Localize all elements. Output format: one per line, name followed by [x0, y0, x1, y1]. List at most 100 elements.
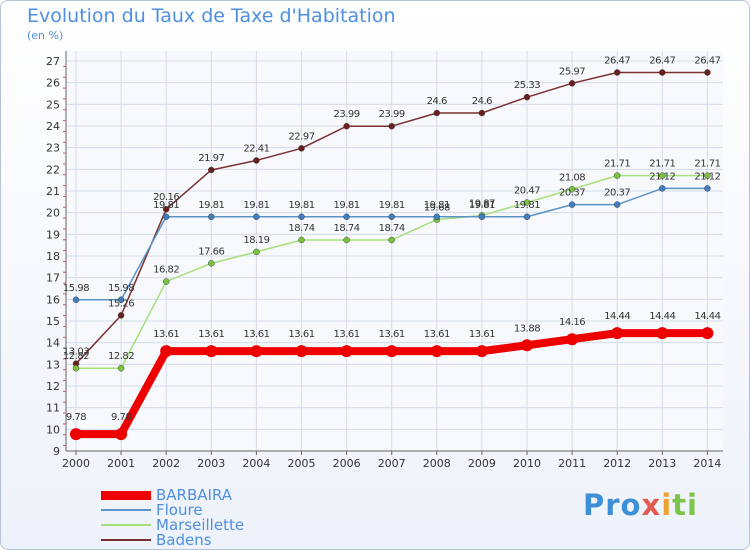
data-label-marseillette: 18.74 — [334, 223, 360, 234]
x-tick-label: 2011 — [558, 457, 586, 470]
chart-unit-label: (en %) — [27, 29, 64, 42]
y-tick-label: 11 — [46, 402, 60, 415]
x-tick-label: 2014 — [693, 457, 721, 470]
x-tick-label: 2006 — [333, 457, 361, 470]
data-label-barbaira: 13.61 — [424, 329, 450, 340]
data-point-marseillette — [208, 260, 215, 267]
data-point-marseillette — [568, 186, 576, 193]
data-point-floure — [253, 213, 260, 221]
data-label-badens: 20.16 — [153, 192, 179, 203]
data-label-badens: 23.99 — [334, 109, 360, 120]
x-tick-label: 2002 — [152, 457, 180, 470]
y-tick-label: 17 — [46, 272, 60, 285]
data-label-barbaira: 13.88 — [514, 323, 540, 334]
data-label-barbaira: 13.61 — [334, 329, 360, 340]
legend-label-barbaira: BARBAIRA — [156, 486, 233, 504]
data-label-barbaira: 13.61 — [198, 329, 224, 340]
y-tick-label: 12 — [46, 380, 60, 393]
data-point-barbaira — [295, 345, 308, 358]
data-point-marseillette — [72, 364, 80, 372]
data-point-marseillette — [117, 364, 125, 372]
data-point-badens — [298, 145, 305, 152]
data-point-barbaira — [70, 428, 82, 441]
data-label-floure: 19.81 — [379, 200, 405, 211]
chart-title: Evolution du Taux de Taxe d'Habitation — [27, 5, 396, 27]
data-point-marseillette — [253, 248, 260, 256]
data-label-floure: 19.81 — [198, 200, 224, 211]
data-point-marseillette — [613, 172, 621, 179]
data-label-barbaira: 13.61 — [153, 329, 179, 340]
legend-label-marseillette: Marseillette — [156, 516, 245, 534]
data-point-badens — [523, 93, 531, 101]
legend-swatch-marseillette — [101, 524, 151, 526]
x-tick-label: 2010 — [513, 457, 541, 470]
data-label-marseillette: 16.82 — [153, 265, 179, 276]
data-point-badens — [162, 205, 170, 213]
data-label-floure: 20.37 — [559, 188, 585, 199]
data-point-barbaira — [430, 345, 443, 358]
data-label-marseillette: 19.87 — [469, 198, 495, 209]
data-label-floure: 19.81 — [514, 200, 540, 211]
data-point-floure — [72, 296, 80, 304]
legend-item-marseillette: Marseillette — [101, 517, 361, 533]
data-point-badens — [388, 122, 395, 130]
data-point-badens — [478, 109, 486, 117]
data-label-barbaira: 13.61 — [379, 329, 405, 340]
legend-label-floure: Floure — [156, 501, 203, 519]
data-point-barbaira — [521, 339, 533, 352]
data-label-marseillette: 18.74 — [379, 223, 405, 234]
data-point-barbaira — [115, 428, 128, 441]
legend-swatch-floure — [101, 509, 151, 511]
legend-item-floure: Floure — [101, 502, 361, 518]
data-point-floure — [613, 201, 621, 208]
data-point-badens — [659, 69, 666, 76]
x-tick-label: 2001 — [107, 457, 135, 470]
legend-item-badens: Badens — [101, 532, 361, 548]
data-point-barbaira — [701, 327, 714, 340]
data-label-floure: 19.81 — [153, 200, 179, 211]
y-tick-label: 13 — [46, 358, 60, 371]
y-tick-label: 22 — [46, 163, 60, 176]
data-point-badens — [253, 157, 260, 164]
data-point-barbaira — [656, 327, 669, 340]
data-point-badens — [568, 80, 576, 87]
data-label-badens: 13.03 — [63, 347, 89, 358]
data-label-badens: 22.97 — [288, 131, 314, 142]
data-label-floure: 20.37 — [604, 188, 630, 199]
data-label-barbaira: 13.61 — [243, 329, 269, 340]
data-label-badens: 26.47 — [649, 55, 675, 66]
data-label-badens: 25.97 — [559, 66, 585, 77]
data-label-badens: 24.6 — [472, 96, 492, 107]
data-point-floure — [298, 213, 305, 221]
data-point-marseillette — [162, 278, 170, 285]
x-tick-label: 2012 — [603, 457, 631, 470]
data-point-badens — [613, 69, 621, 76]
data-point-badens — [433, 109, 441, 117]
data-point-floure — [659, 185, 666, 192]
x-tick-label: 2004 — [242, 457, 270, 470]
data-point-floure — [704, 185, 711, 192]
data-point-badens — [117, 312, 125, 319]
data-point-barbaira — [475, 345, 488, 358]
y-tick-label: 19 — [46, 228, 60, 241]
data-label-floure: 15.98 — [63, 283, 89, 294]
data-label-marseillette: 18.19 — [243, 235, 269, 246]
data-point-marseillette — [523, 199, 531, 206]
data-point-floure — [208, 213, 215, 221]
data-point-marseillette — [388, 236, 395, 244]
y-tick-label: 10 — [46, 423, 60, 436]
x-tick-label: 2013 — [648, 457, 676, 470]
data-point-barbaira — [385, 345, 398, 358]
y-tick-label: 25 — [46, 98, 60, 111]
data-point-badens — [343, 122, 350, 130]
y-tick-label: 20 — [46, 207, 60, 220]
data-point-barbaira — [611, 327, 624, 340]
data-label-badens: 24.6 — [427, 96, 447, 107]
data-label-floure: 19.81 — [288, 200, 314, 211]
x-tick-label: 2005 — [288, 457, 316, 470]
data-label-marseillette: 12.82 — [108, 351, 134, 362]
data-point-barbaira — [566, 333, 579, 346]
y-tick-label: 27 — [46, 55, 60, 68]
data-label-marseillette: 20.47 — [514, 185, 540, 196]
